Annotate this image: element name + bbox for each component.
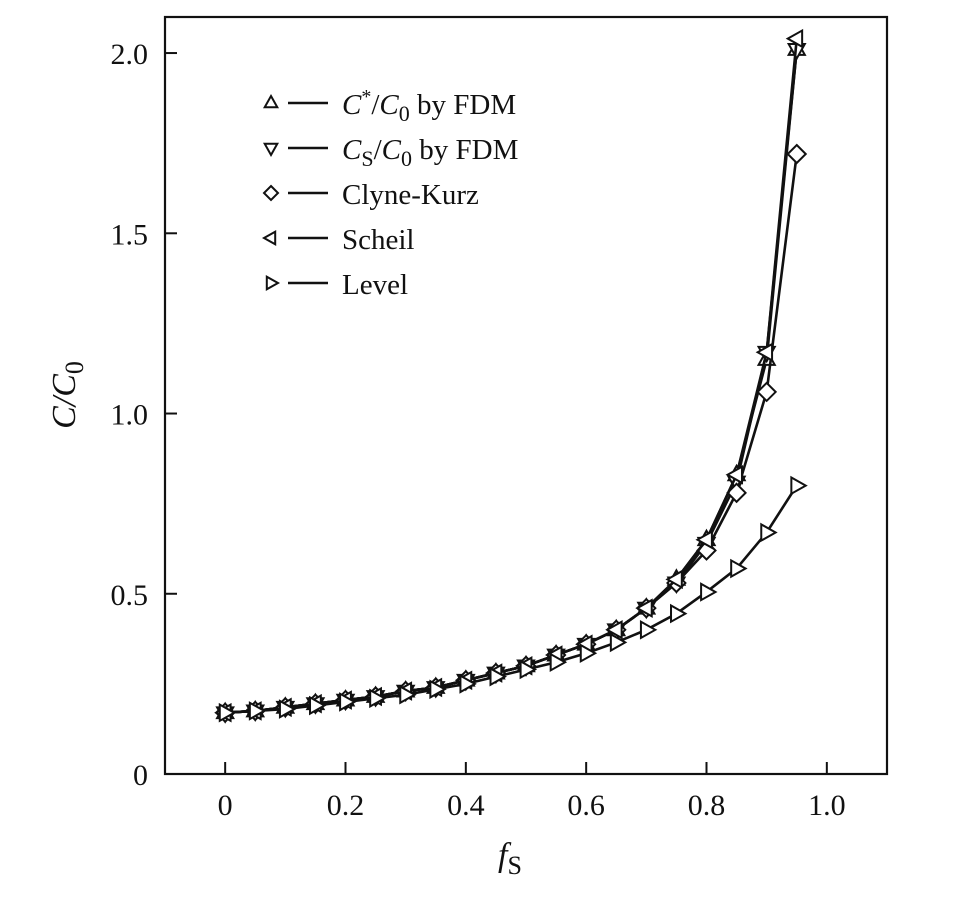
x-tick-label: 0.4	[447, 789, 485, 822]
legend-label-part: C	[342, 134, 362, 166]
y-tick-label: 0	[133, 759, 148, 792]
legend-item-diamond: Clyne-Kurz	[262, 179, 479, 211]
series-layer	[214, 28, 808, 724]
data-point-triangle-right	[459, 674, 477, 694]
x-axis-title-sub: S	[507, 851, 521, 880]
data-point-triangle-right	[730, 558, 748, 579]
legend-marker-triangle-left	[261, 229, 277, 247]
x-tick-label: 1.0	[808, 789, 846, 822]
data-point-triangle-right	[700, 582, 718, 602]
legend-label: Scheil	[342, 224, 415, 256]
x-tick-label: 0	[218, 789, 233, 822]
y-axis-title-main: C/C	[46, 374, 83, 429]
axis-ticks	[165, 52, 828, 775]
legend-label-part: C	[342, 89, 362, 121]
data-point-triangle-left	[755, 342, 774, 363]
legend-label-part: /	[374, 134, 383, 166]
data-point-triangle-right	[549, 652, 568, 673]
x-tick-label: 0.2	[327, 789, 365, 822]
legend-label-part: C	[382, 134, 402, 166]
legend-label: Clyne-Kurz	[342, 179, 479, 211]
legend-label-part: C	[379, 89, 399, 121]
data-point-triangle-right	[399, 684, 417, 705]
data-point-triangle-left	[785, 28, 804, 49]
data-point-triangle-right	[760, 522, 778, 543]
legend-label-part: Level	[342, 269, 408, 301]
y-axis-title: C/C0	[46, 361, 89, 429]
legend-label: CS/C0 by FDM	[342, 134, 518, 171]
legend-label-part: /	[371, 89, 380, 121]
series-triangle-right	[218, 475, 808, 723]
data-point-triangle-right	[579, 643, 598, 664]
legend-label-part: 0	[401, 146, 412, 171]
y-axis-title-sub: 0	[60, 361, 89, 374]
data-point-triangle-right	[369, 688, 387, 709]
y-tick-label: 2.0	[111, 38, 149, 71]
x-tick-label: 0.8	[688, 789, 726, 822]
data-point-triangle-right	[790, 475, 808, 496]
legend-label-part: 0	[399, 101, 410, 126]
legend-label-part: by FDM	[410, 89, 516, 121]
legend-label-part: by FDM	[412, 134, 518, 166]
y-tick-label: 1.5	[111, 218, 149, 251]
data-point-diamond	[756, 381, 778, 403]
axis-tick-labels: 0 0.2 0.4 0.6 0.8 1.0 0 0.5 1.0 1.5 2.0	[111, 38, 846, 822]
x-axis-title: fS	[498, 837, 522, 880]
data-point-triangle-right	[278, 699, 297, 719]
legend-marker-triangle-down	[262, 142, 280, 158]
y-tick-label: 0.5	[111, 579, 149, 612]
data-point-triangle-left	[635, 598, 653, 618]
legend-label: C*/C0 by FDM	[342, 86, 516, 126]
legend-label-part: Scheil	[342, 224, 415, 256]
series-diamond	[214, 143, 808, 724]
legend-item-triangle-right: Level	[265, 269, 408, 301]
data-point-triangle-left	[725, 464, 743, 485]
data-point-triangle-right	[248, 701, 267, 721]
data-point-triangle-left	[695, 529, 713, 550]
legend-item-triangle-up: C*/C0 by FDM	[262, 86, 516, 126]
data-point-triangle-left	[605, 620, 623, 640]
data-point-triangle-right	[639, 620, 658, 640]
legend-label: Level	[342, 269, 408, 301]
data-point-triangle-right	[309, 695, 327, 716]
y-tick-label: 1.0	[111, 399, 149, 432]
legend-label-part: S	[361, 146, 373, 171]
data-point-triangle-right	[218, 702, 237, 723]
data-point-diamond	[786, 143, 808, 165]
plot-frame	[163, 15, 889, 776]
data-point-triangle-right	[339, 692, 357, 712]
series-line-triangle-right	[225, 484, 798, 715]
legend-label-part: *	[361, 86, 371, 108]
data-point-triangle-right	[489, 666, 507, 687]
legend-label-part: Clyne-Kurz	[342, 179, 479, 211]
x-tick-label: 0.6	[567, 789, 605, 822]
legend-item-triangle-left: Scheil	[261, 224, 415, 256]
data-point-triangle-left	[665, 569, 683, 590]
legend-marker-triangle-right	[265, 274, 281, 292]
legend-marker-triangle-up	[262, 93, 280, 109]
data-point-triangle-right	[519, 659, 538, 680]
data-point-triangle-right	[670, 603, 688, 624]
legend-marker-diamond	[262, 184, 280, 202]
data-point-triangle-right	[429, 679, 447, 700]
legend-item-triangle-down: CS/C0 by FDM	[262, 134, 518, 171]
data-point-triangle-right	[609, 632, 628, 653]
